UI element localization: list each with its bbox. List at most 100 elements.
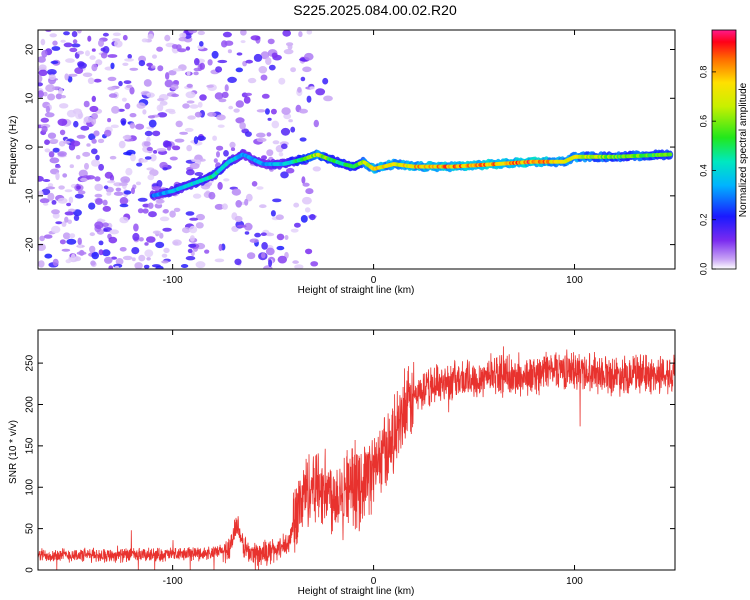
noise-blob <box>189 225 198 234</box>
noise-blob <box>275 214 284 220</box>
noise-blob <box>159 216 170 222</box>
noise-blob <box>312 166 321 172</box>
noise-blob <box>185 256 196 261</box>
noise-blob <box>51 46 61 51</box>
noise-blob <box>117 108 125 112</box>
noise-blob <box>41 50 48 58</box>
noise-blob <box>268 259 273 267</box>
noise-blob <box>193 71 199 76</box>
noise-blob <box>188 243 197 248</box>
noise-blob <box>76 134 86 139</box>
noise-blob <box>89 232 96 237</box>
noise-blob <box>256 186 264 190</box>
noise-blob <box>125 167 133 176</box>
snr-y-ticks: 0 50 100 150 200 250 <box>25 354 675 573</box>
noise-blob <box>276 233 285 241</box>
noise-blob <box>51 225 61 234</box>
noise-blob <box>240 40 246 44</box>
noise-blob <box>132 232 140 241</box>
noise-blob <box>287 44 293 50</box>
noise-blob <box>165 108 176 113</box>
noise-blob <box>94 221 104 230</box>
noise-blob <box>266 132 272 137</box>
noise-blob <box>304 207 311 213</box>
noise-blob <box>187 248 193 254</box>
spectrogram-x-ticks: -100 0 100 <box>163 30 583 286</box>
noise-blob <box>235 67 243 73</box>
noise-blob <box>256 109 266 113</box>
noise-blob <box>146 92 155 98</box>
noise-blob <box>277 255 287 264</box>
noise-blob <box>163 247 170 254</box>
noise-blob <box>186 71 191 76</box>
noise-blob <box>51 200 57 205</box>
noise-blob <box>74 111 84 120</box>
noise-blob <box>59 129 66 136</box>
noise-blob <box>91 138 97 144</box>
noise-blob <box>124 134 131 138</box>
noise-blob <box>185 211 195 216</box>
noise-blob <box>244 131 252 137</box>
noise-blob <box>131 247 140 255</box>
noise-blob <box>185 46 191 51</box>
noise-blob <box>212 135 218 141</box>
noise-blob <box>137 197 148 202</box>
noise-blob <box>245 193 253 202</box>
noise-blob <box>253 53 263 62</box>
noise-blob <box>155 241 165 249</box>
noise-blob <box>89 105 99 113</box>
noise-blob <box>91 63 98 72</box>
noise-blob <box>299 137 307 142</box>
noise-blob <box>228 105 234 110</box>
noise-blob <box>64 216 69 223</box>
noise-blob <box>214 203 224 210</box>
noise-blob <box>70 140 81 147</box>
noise-blob <box>97 138 105 144</box>
noise-blob <box>217 59 228 64</box>
noise-blob <box>290 228 299 233</box>
noise-blob <box>60 95 66 99</box>
noise-blob <box>102 32 109 37</box>
noise-blob <box>94 193 103 198</box>
noise-blob <box>175 44 182 51</box>
noise-blob <box>323 95 333 102</box>
noise-blob <box>255 132 266 138</box>
noise-blob <box>122 62 129 66</box>
noise-blob <box>179 32 187 39</box>
noise-blob <box>111 106 120 114</box>
noise-blob <box>207 59 213 66</box>
noise-blob <box>143 264 150 269</box>
noise-blob <box>110 62 115 69</box>
noise-blob <box>189 104 199 109</box>
noise-blob <box>148 211 157 218</box>
noise-blob <box>135 123 145 130</box>
noise-blob <box>196 213 205 221</box>
noise-blob <box>150 65 156 69</box>
noise-blob <box>76 185 81 190</box>
x-tick-label: 100 <box>566 275 583 286</box>
noise-blob <box>281 107 291 115</box>
noise-blob <box>71 43 81 48</box>
noise-blob <box>265 247 275 256</box>
noise-blob <box>159 161 168 169</box>
noise-blob <box>42 179 51 182</box>
noise-blob <box>77 30 82 34</box>
noise-blob <box>234 258 242 265</box>
noise-blob <box>61 248 71 252</box>
noise-blob <box>74 67 84 74</box>
noise-blob <box>129 122 136 129</box>
noise-blob <box>64 189 73 193</box>
y-tick-label: 250 <box>25 354 36 371</box>
noise-blob <box>44 253 53 259</box>
noise-blob <box>38 56 46 63</box>
noise-blob <box>217 124 225 128</box>
noise-blob <box>315 88 326 96</box>
noise-blob <box>69 233 76 239</box>
noise-blob <box>185 169 195 176</box>
noise-blob <box>45 105 51 114</box>
y-tick-label: 20 <box>25 44 36 56</box>
noise-blob <box>156 104 163 112</box>
noise-blob <box>161 260 169 264</box>
colorbar-tick-label: 0.6 <box>698 115 708 128</box>
colorbar-ticks: 0.0 0.2 0.4 0.6 0.8 <box>698 66 716 275</box>
